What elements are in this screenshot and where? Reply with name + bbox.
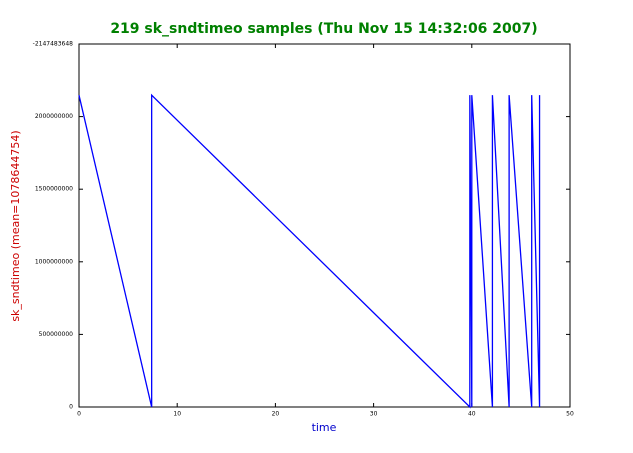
x-tick-label: 10 bbox=[173, 411, 181, 418]
y-tick-label: 500000000 bbox=[39, 331, 74, 338]
x-tick-label: 50 bbox=[566, 411, 574, 418]
x-axis-label: time bbox=[312, 421, 337, 434]
y-tick-label: 2000000000 bbox=[35, 113, 73, 120]
y-tick-label: 1000000000 bbox=[35, 258, 73, 265]
y-tick-label: 1500000000 bbox=[35, 186, 73, 193]
chart-title: 219 sk_sndtimeo samples (Thu Nov 15 14:3… bbox=[110, 21, 537, 37]
plot-frame bbox=[78, 43, 571, 408]
y-axis-label: sk_sndtimeo (mean=1078644754) bbox=[9, 130, 22, 321]
x-tick-label: 0 bbox=[77, 411, 81, 418]
data-line bbox=[78, 93, 541, 409]
y-tick-label: 0 bbox=[69, 404, 73, 411]
y-tick-label: -2147483648 bbox=[33, 41, 74, 48]
x-tick-label: 20 bbox=[272, 411, 280, 418]
x-tick-label: 30 bbox=[370, 411, 378, 418]
x-tick-label: 40 bbox=[468, 411, 476, 418]
